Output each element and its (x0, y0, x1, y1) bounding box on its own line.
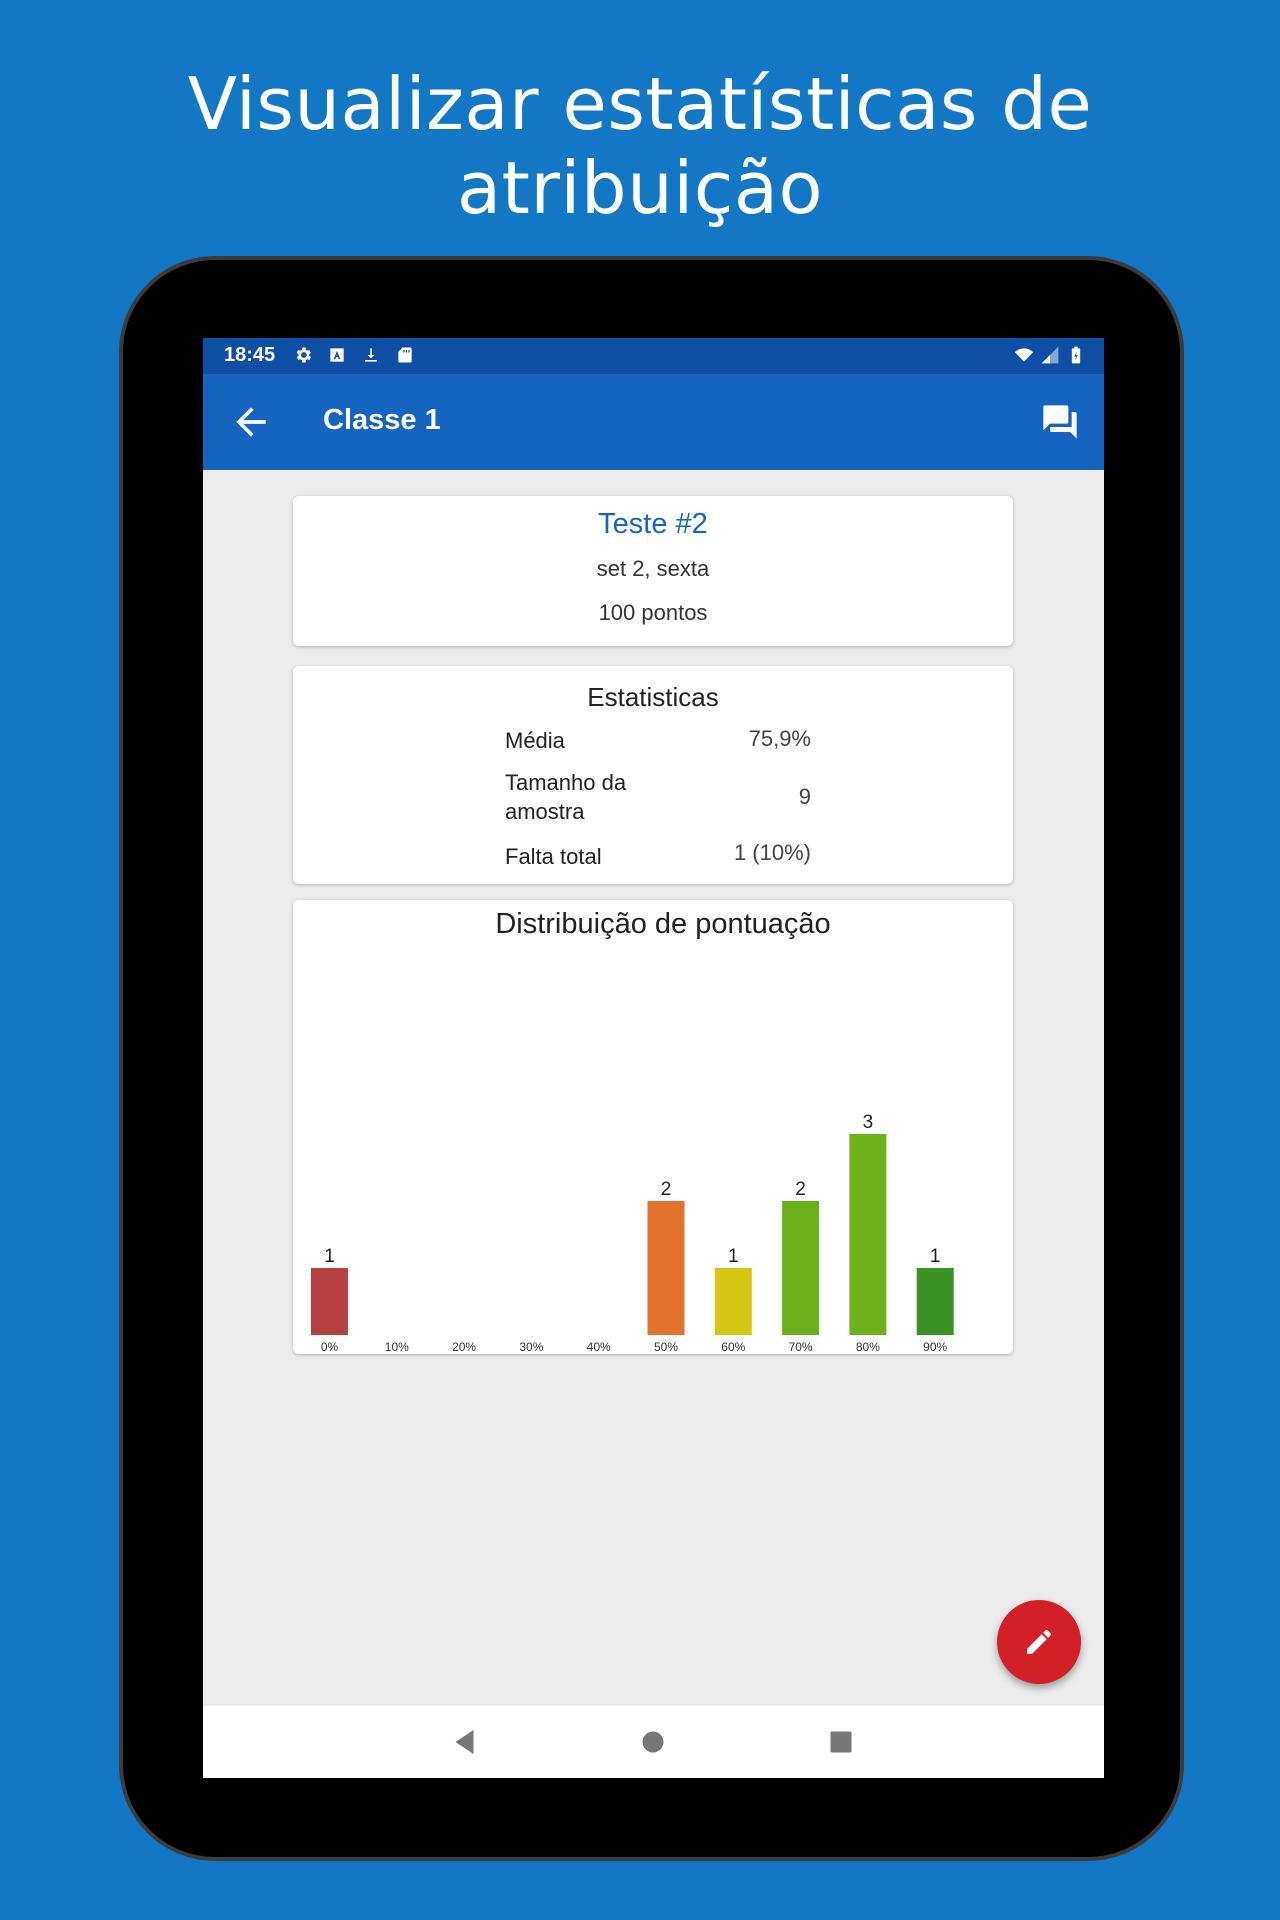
status-icons-right (1014, 345, 1086, 365)
score-distribution-card: Distribuição de pontuação 1 0% 10% 20% 30% 40… (293, 900, 1013, 1354)
gear-icon (296, 347, 311, 363)
bar-60% (714, 1268, 752, 1335)
device-screen: 18:45 Classe 1 Teste #2 set 2, sexta 100… (203, 338, 1104, 1778)
headline: Visualizar estatísticas de atribuição (187, 62, 1093, 230)
bar-value-label: 1 (324, 1246, 335, 1267)
recents-square-icon[interactable] (823, 1724, 859, 1760)
assignment-card: Teste #2 set 2, sexta 100 pontos (293, 496, 1013, 646)
battery-icon (1071, 346, 1081, 364)
arrow-back-icon[interactable] (229, 400, 273, 444)
x-tick-label: 70% (789, 1340, 813, 1354)
x-tick-label: 60% (721, 1340, 745, 1354)
bar-value-label: 1 (930, 1246, 941, 1267)
bar-value-label: 1 (728, 1246, 739, 1267)
stat-label-missing: Falta total (505, 844, 602, 869)
x-tick-label: 20% (452, 1340, 476, 1354)
edit-fab-button[interactable] (997, 1600, 1081, 1684)
bar-90% (916, 1268, 954, 1335)
a-box-icon (330, 348, 344, 362)
x-tick-label: 40% (587, 1340, 611, 1354)
download-icon (365, 348, 377, 362)
chart-title: Distribuição de pontuação (495, 908, 831, 940)
page-title: Classe 1 (323, 404, 441, 436)
stat-label-mean: Média (505, 728, 565, 753)
assignment-points: 100 pontos (598, 600, 708, 625)
status-icons-left (293, 345, 415, 365)
status-time: 18:45 (224, 344, 276, 366)
forum-icon[interactable] (1040, 402, 1080, 442)
bar-70% (782, 1201, 820, 1335)
assignment-title: Teste #2 (598, 508, 708, 540)
stat-value-mean: 75,9% (748, 726, 811, 751)
x-tick-label: 50% (654, 1340, 678, 1354)
assignment-date: set 2, sexta (596, 556, 710, 581)
home-circle-icon[interactable] (635, 1724, 671, 1760)
bar-0% (311, 1268, 348, 1335)
wifi-icon (1014, 348, 1034, 362)
x-tick-label: 10% (385, 1340, 409, 1354)
statistics-card: Estatisticas Média 75,9% Tamanho da amos… (293, 666, 1013, 884)
stat-value-missing: 1 (10%) (733, 840, 811, 865)
bar-value-label: 3 (863, 1112, 874, 1133)
bar-80% (849, 1134, 887, 1335)
bar-value-label: 2 (661, 1179, 672, 1200)
sd-card-icon (398, 347, 412, 363)
app-bar: Classe 1 (203, 374, 1104, 470)
bar-50% (647, 1201, 685, 1335)
status-bar: 18:45 (203, 338, 1104, 374)
system-nav-bar (203, 1706, 1104, 1778)
statistics-title: Estatisticas (587, 682, 719, 712)
stat-value-sample-size: 9 (798, 784, 811, 809)
signal-icon (1041, 346, 1059, 364)
x-tick-label: 90% (923, 1340, 947, 1354)
back-triangle-icon[interactable] (448, 1724, 484, 1760)
x-tick-label: 30% (519, 1340, 543, 1354)
x-tick-label: 0% (321, 1340, 339, 1354)
stat-label-sample-size: Tamanho da amostra (505, 770, 627, 824)
bar-value-label: 2 (795, 1179, 806, 1200)
score-distribution-chart: 10% 10% 20% 30% 40%250%160%270%380%190% (311, 1112, 954, 1354)
pencil-icon (1027, 1629, 1051, 1654)
x-tick-label: 80% (856, 1340, 880, 1354)
